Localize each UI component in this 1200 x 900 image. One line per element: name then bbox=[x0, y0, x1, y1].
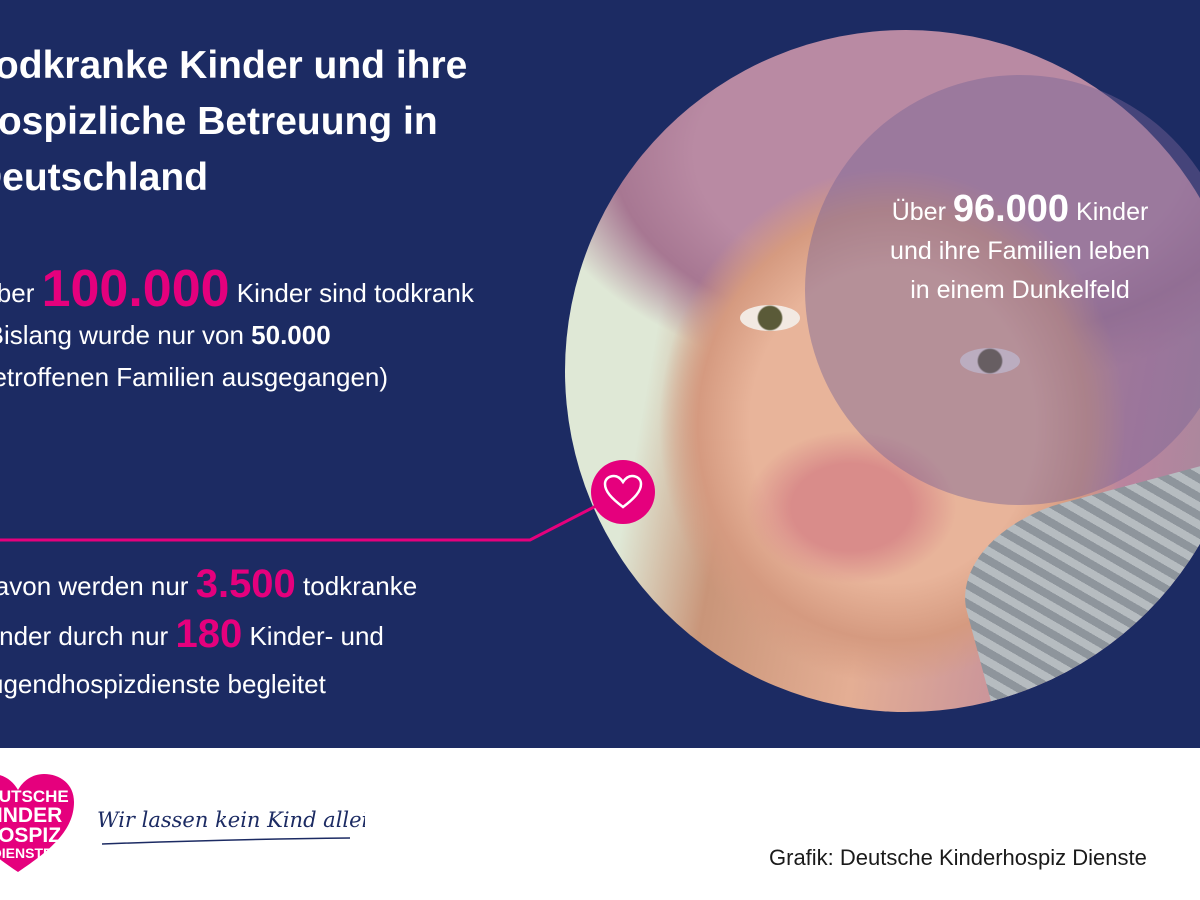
stat-number: 96.000 bbox=[952, 188, 1070, 230]
logo-text: KINDER bbox=[0, 804, 62, 827]
stat-number: 180 bbox=[175, 612, 243, 656]
graphic-credit: Grafik: Deutsche Kinderhospiz Dienste bbox=[769, 845, 1147, 870]
page-title: Todkranke Kinder und ihre hospizliche Be… bbox=[0, 38, 467, 206]
stat-text: todkranke bbox=[303, 571, 418, 601]
stat-text: Kinder durch nur bbox=[0, 621, 169, 651]
stat-text: Kinder sind todkrank bbox=[236, 278, 474, 308]
logo-text: HOSPIZ bbox=[0, 824, 61, 847]
stat-text: Kinder- und bbox=[249, 621, 384, 651]
slogan-text: Wir lassen kein Kind allein! bbox=[97, 808, 365, 832]
logo-text: DIENSTE bbox=[0, 845, 52, 861]
photo-eye bbox=[740, 305, 800, 331]
heart-badge bbox=[591, 460, 655, 524]
photo-eye bbox=[960, 348, 1020, 374]
slogan: Wir lassen kein Kind allein! bbox=[97, 808, 365, 845]
logo-text: DEUTSCHE bbox=[0, 787, 69, 806]
stat-text: betroffenen Familien ausgegangen) bbox=[0, 362, 389, 392]
title-line: Deutschland bbox=[0, 156, 209, 199]
stat-text: Über bbox=[891, 198, 946, 226]
stat-text: in einem Dunkelfeld bbox=[910, 276, 1130, 304]
stat-number: 50.000 bbox=[251, 320, 331, 350]
dark-field-circle bbox=[805, 75, 1200, 505]
stat-text: Kinder bbox=[1076, 198, 1149, 226]
stat-number: 3.500 bbox=[195, 562, 296, 606]
dark-field-text: Über 96.000 Kinder und ihre Familien leb… bbox=[820, 190, 1200, 310]
stat-text: (Bislang wurde nur von bbox=[0, 320, 244, 350]
stat-number: 100.000 bbox=[41, 260, 230, 318]
infographic-panel: Todkranke Kinder und ihre hospizliche Be… bbox=[0, 0, 1200, 748]
heart-icon bbox=[603, 474, 643, 509]
stat-accompanied-children: Davon werden nur 3.500 todkranke Kinder … bbox=[0, 560, 417, 708]
title-line: hospizliche Betreuung in bbox=[0, 100, 438, 143]
stat-text: und ihre Familien leben bbox=[890, 237, 1150, 265]
stat-text: Über bbox=[0, 278, 35, 308]
stat-text: Davon werden nur bbox=[0, 571, 189, 601]
logo-heart: DEUTSCHE KINDER HOSPIZ DIENSTE bbox=[0, 774, 74, 872]
stat-text: Jugendhospizdienste begleitet bbox=[0, 669, 326, 699]
child-photo bbox=[565, 30, 1200, 712]
stat-total-children: Über 100.000 Kinder sind todkrank (Bisla… bbox=[0, 263, 474, 398]
connector-line bbox=[0, 504, 597, 542]
title-line: Todkranke Kinder und ihre bbox=[0, 44, 468, 87]
